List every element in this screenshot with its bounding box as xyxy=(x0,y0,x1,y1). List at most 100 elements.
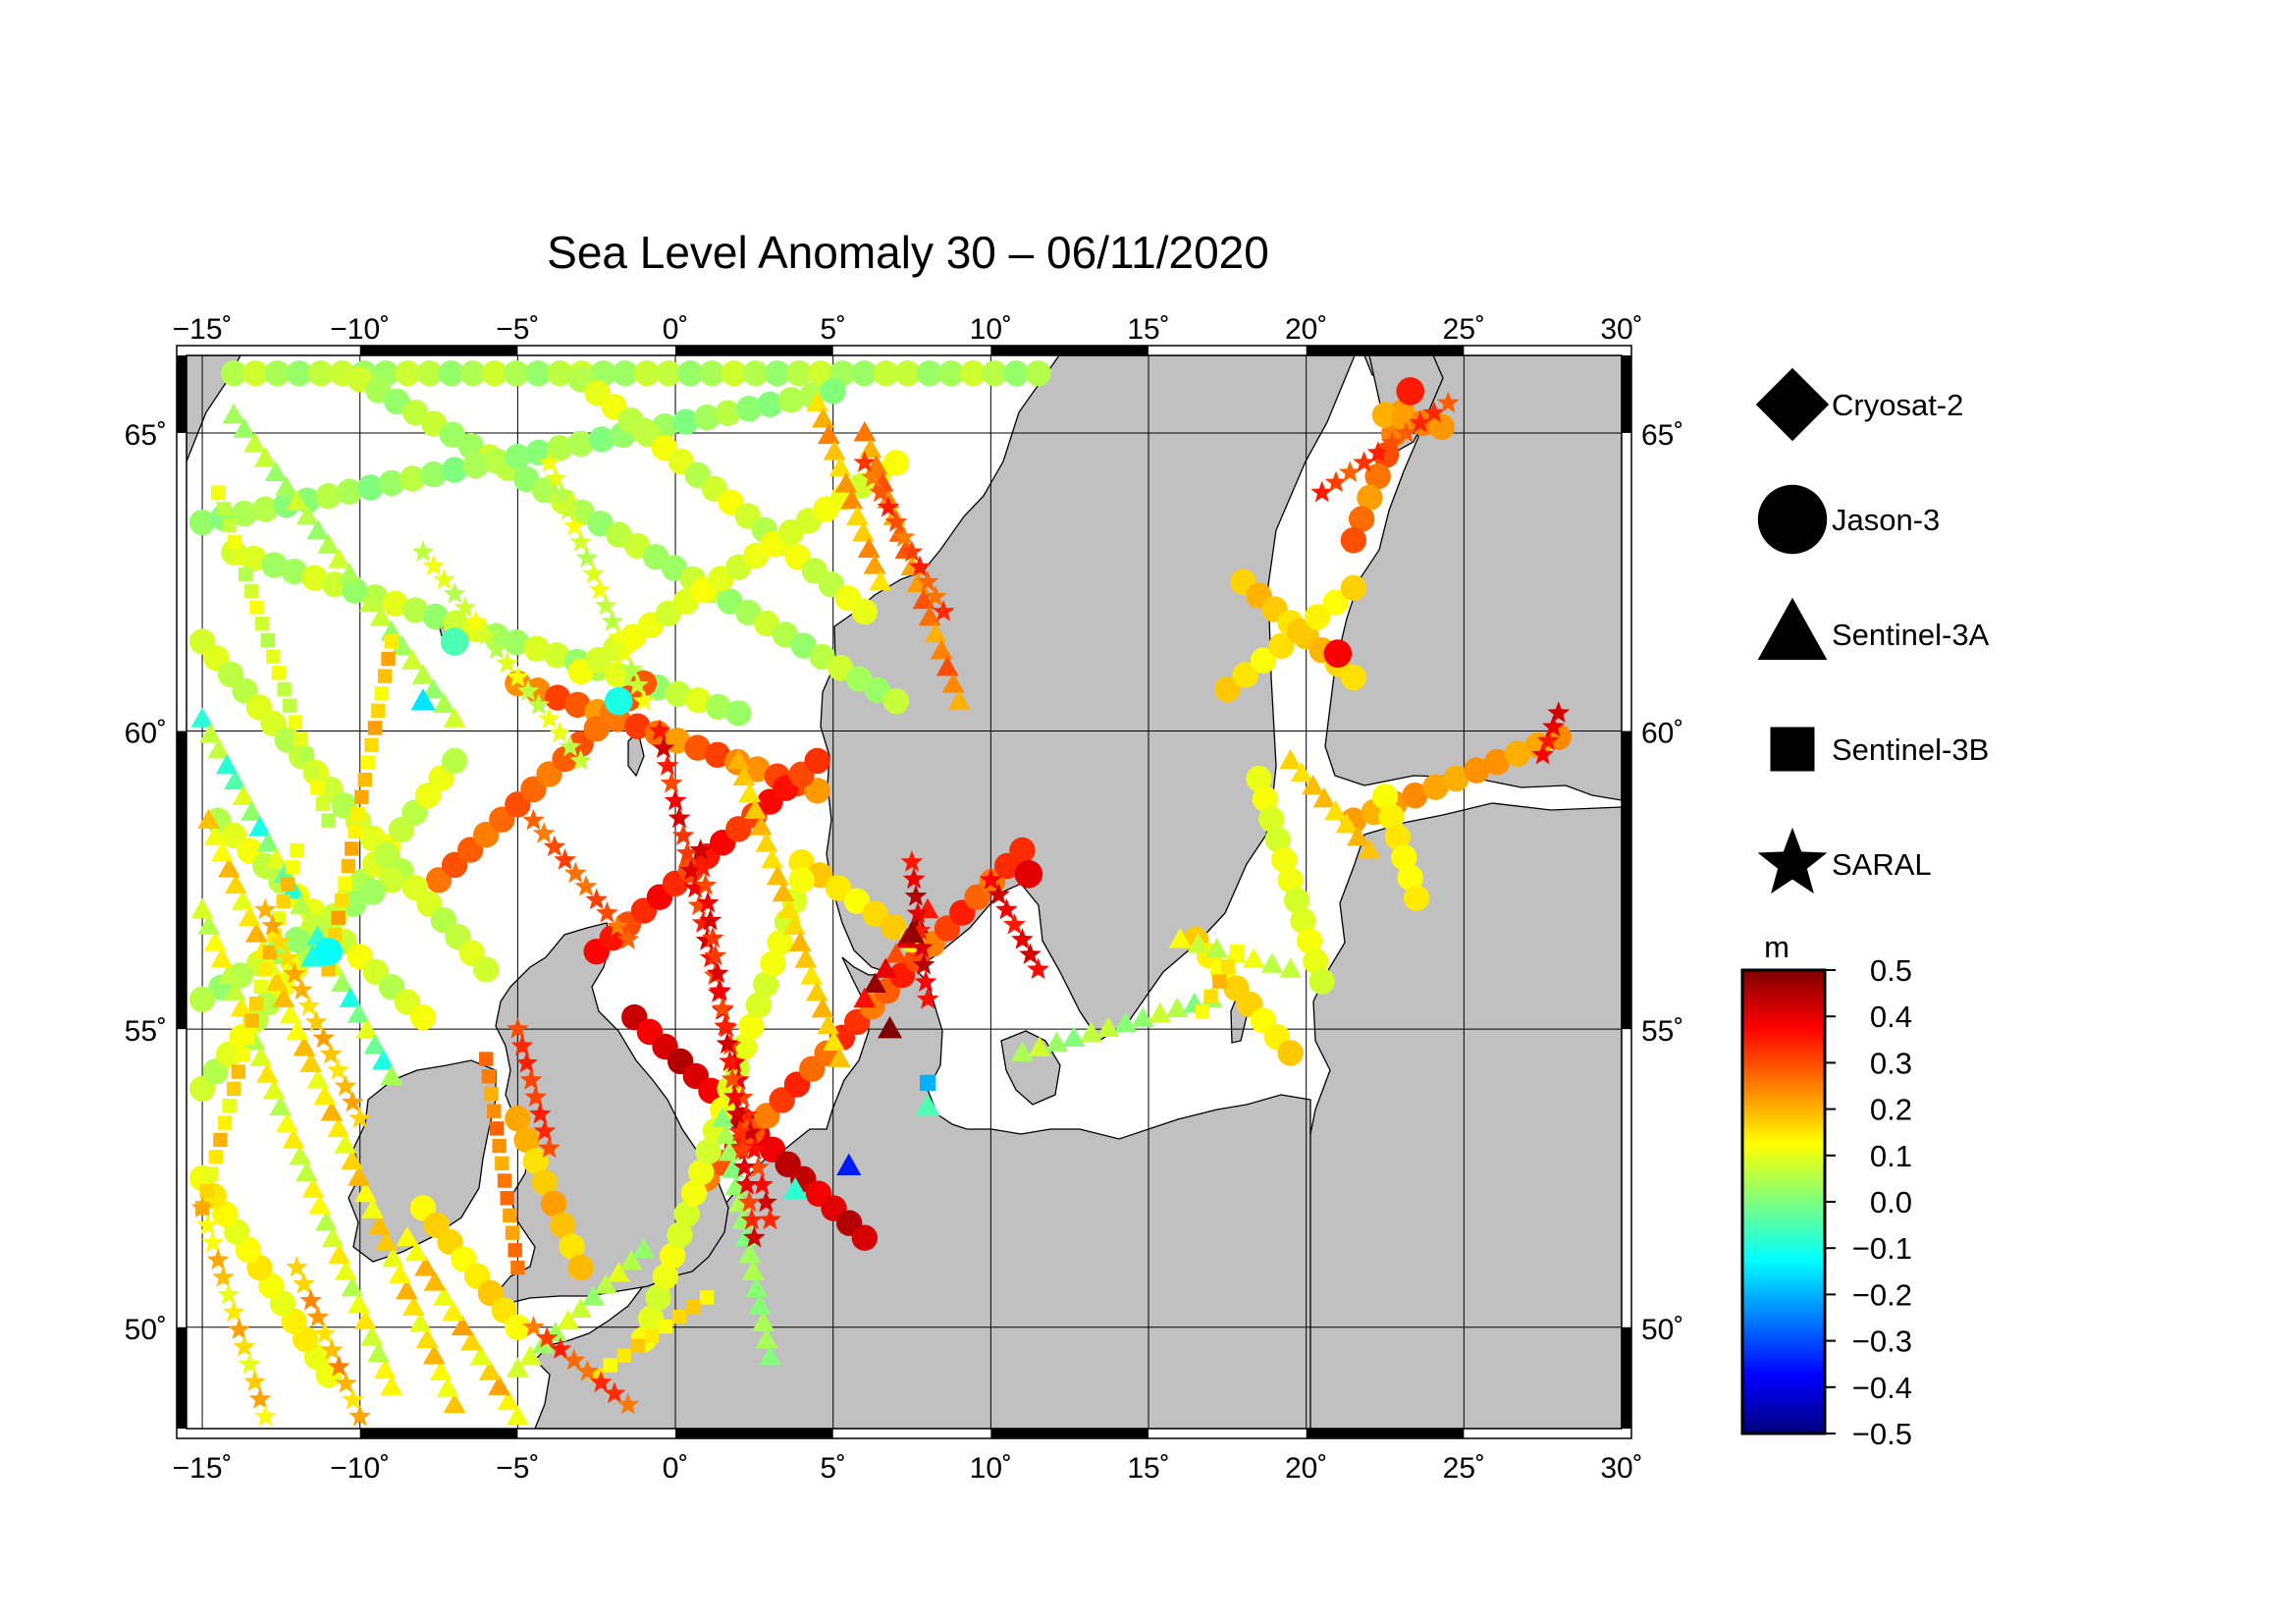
track-marker xyxy=(1279,957,1303,978)
track-marker xyxy=(451,1315,474,1336)
track-marker xyxy=(603,1358,617,1373)
track-marker xyxy=(738,1190,761,1213)
track-marker xyxy=(422,677,446,699)
track-marker xyxy=(632,1237,656,1259)
track-marker xyxy=(714,1014,736,1037)
frame-bar xyxy=(1622,1326,1631,1429)
track-marker xyxy=(1096,1016,1120,1038)
track-marker xyxy=(1547,701,1571,723)
track-marker xyxy=(982,360,1008,387)
track-marker xyxy=(616,928,640,949)
track-marker xyxy=(699,908,722,931)
track-marker xyxy=(675,841,699,863)
track-circle xyxy=(220,360,1051,387)
track-marker xyxy=(689,839,713,860)
legend-marker-diamond xyxy=(1755,367,1830,442)
legend-marker-triangle xyxy=(1757,597,1828,661)
track-circle xyxy=(220,539,752,727)
track-marker xyxy=(231,890,254,910)
track-marker xyxy=(236,1047,250,1062)
frame-bar xyxy=(177,1326,187,1429)
track-marker xyxy=(648,719,671,741)
track-marker xyxy=(314,1210,338,1231)
track-marker xyxy=(443,1392,466,1414)
track-marker xyxy=(741,1260,765,1280)
track-marker xyxy=(522,808,545,831)
track-marker xyxy=(190,1196,214,1217)
track-marker xyxy=(258,962,273,977)
track-marker xyxy=(711,997,734,1019)
track-star xyxy=(411,540,593,771)
track-marker xyxy=(290,893,313,914)
track-marker xyxy=(473,956,500,983)
track-marker xyxy=(1203,989,1218,1003)
track-marker xyxy=(691,855,715,878)
track-marker xyxy=(248,816,272,837)
track-marker xyxy=(190,707,214,728)
lat-tick-label-left: 65˚ xyxy=(125,419,167,452)
track-marker xyxy=(861,465,884,488)
track-marker xyxy=(500,1191,514,1206)
track-marker xyxy=(685,1300,701,1315)
track-marker xyxy=(656,754,679,776)
track-marker xyxy=(479,1052,494,1066)
track-marker xyxy=(441,747,468,775)
track-marker xyxy=(505,444,531,470)
track-marker xyxy=(1187,933,1210,953)
track-marker xyxy=(884,943,908,963)
track-marker xyxy=(752,971,779,998)
track-marker xyxy=(582,1285,605,1306)
track-marker xyxy=(908,555,932,577)
track-marker xyxy=(503,628,530,656)
track-marker xyxy=(694,873,718,895)
track-marker xyxy=(721,360,747,387)
track-marker xyxy=(443,581,466,604)
track-star xyxy=(1531,701,1571,765)
track-marker xyxy=(607,1262,630,1282)
track-marker xyxy=(367,721,383,735)
track-marker xyxy=(575,546,599,568)
lon-tick-label-bottom: 10˚ xyxy=(970,1452,1012,1485)
track-marker xyxy=(253,979,268,994)
track-marker xyxy=(253,897,277,920)
track-marker xyxy=(1252,785,1279,812)
track-marker xyxy=(1483,748,1511,776)
colorbar-ticks: 0.5 0.4 0.3 0.2 0.1 0.0 −0.1 −0.2 −0.3 −0.4 −0.5 xyxy=(1825,953,1912,1451)
track-marker xyxy=(730,1086,754,1108)
track-marker xyxy=(691,911,715,933)
track-marker xyxy=(594,1273,617,1294)
track-marker xyxy=(916,569,939,592)
track-marker xyxy=(341,858,356,874)
track-marker xyxy=(240,1030,255,1046)
track-marker xyxy=(488,1375,511,1395)
track-marker xyxy=(1009,837,1036,864)
track-marker xyxy=(1290,907,1316,934)
lon-tick-label-top: 30˚ xyxy=(1600,313,1642,346)
track-marker xyxy=(415,1327,439,1348)
track-marker xyxy=(443,707,466,728)
track-marker xyxy=(1003,912,1026,935)
track-marker xyxy=(894,360,921,387)
track-marker xyxy=(817,1013,840,1035)
track-marker xyxy=(1378,803,1405,831)
track-marker xyxy=(523,635,550,662)
track-marker xyxy=(834,472,858,493)
track-marker xyxy=(1011,928,1034,949)
track-marker xyxy=(377,669,393,683)
track-marker xyxy=(1268,632,1295,660)
legend-item-square: Sentinel-3B xyxy=(1770,727,1989,772)
track-point xyxy=(410,687,436,711)
track-marker xyxy=(217,963,240,985)
track-marker xyxy=(540,1190,567,1217)
track-marker xyxy=(1391,844,1417,871)
track-marker xyxy=(196,1214,219,1235)
track-marker xyxy=(231,1064,245,1079)
track-marker xyxy=(320,1338,344,1361)
track-marker xyxy=(683,876,707,898)
track-marker xyxy=(658,1319,673,1334)
track-marker xyxy=(338,876,352,891)
track-marker xyxy=(1264,826,1291,853)
track-marker xyxy=(527,693,551,715)
track-marker xyxy=(1443,765,1469,792)
